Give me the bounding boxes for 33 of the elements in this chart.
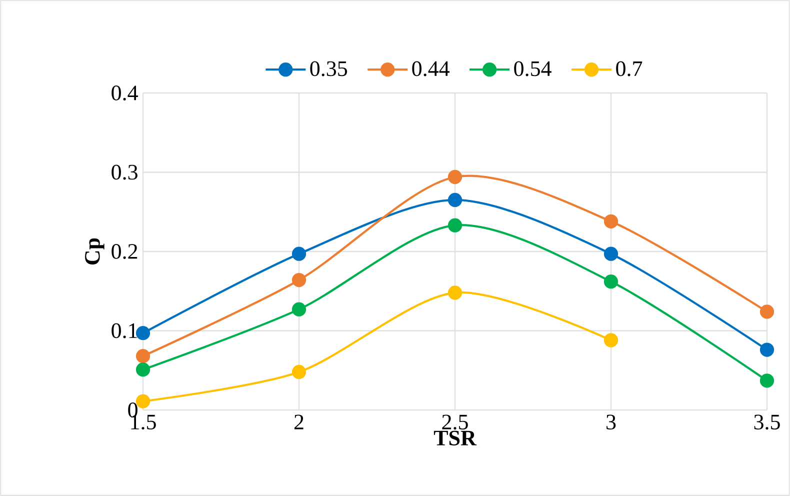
point xyxy=(292,364,306,380)
point xyxy=(760,342,774,357)
point xyxy=(604,246,618,261)
x-axis-title: TSR xyxy=(434,430,477,446)
point xyxy=(604,333,618,348)
point xyxy=(604,274,618,289)
y-axis-title: Cp xyxy=(85,238,104,264)
point xyxy=(448,286,462,300)
x-tick-label: 2.5 xyxy=(442,414,468,430)
point xyxy=(292,272,306,288)
y-tick-label: 0.1 xyxy=(112,323,137,338)
legend-label: 0.7 xyxy=(616,61,642,76)
point xyxy=(136,349,150,364)
point xyxy=(448,218,462,232)
legend-label: 0.44 xyxy=(412,61,450,76)
x-tick-label: 2 xyxy=(294,414,304,430)
point xyxy=(760,304,774,319)
legend-label: 0.54 xyxy=(514,61,552,76)
y-tick-label: 0.2 xyxy=(112,244,138,259)
point xyxy=(136,326,150,340)
y-tick-label: 0.3 xyxy=(112,164,138,180)
point xyxy=(448,192,462,208)
point xyxy=(604,214,618,228)
x-tick-label: 3 xyxy=(606,414,616,430)
legend-label: 0.35 xyxy=(310,61,348,76)
point xyxy=(292,302,306,316)
y-tick-label: 0.4 xyxy=(112,86,138,100)
x-tick-label: 3.5 xyxy=(754,414,780,430)
point xyxy=(448,170,462,184)
point xyxy=(136,362,150,377)
point xyxy=(136,394,150,408)
point xyxy=(760,374,774,388)
point xyxy=(292,246,306,261)
